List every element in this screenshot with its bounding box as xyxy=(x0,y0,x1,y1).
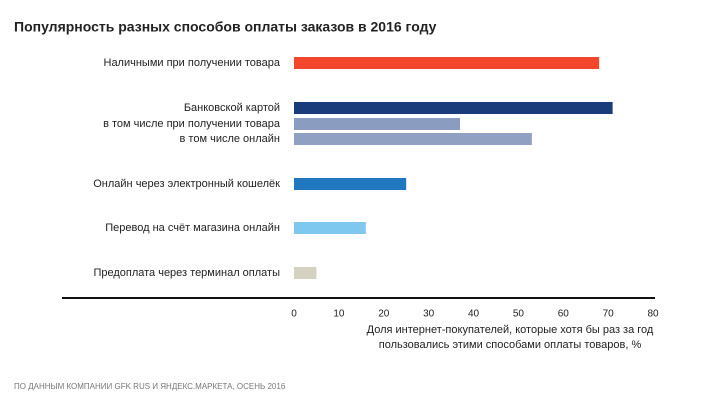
x-tick-label: 70 xyxy=(603,309,615,320)
category-label: Предоплата через терминал оплаты xyxy=(93,267,280,279)
x-axis-label: Доля интернет-покупателей, которые хотя … xyxy=(367,324,654,336)
category-label: Онлайн через электронный кошелёк xyxy=(93,178,280,190)
x-axis-label: пользовались этими способами оплаты това… xyxy=(379,339,642,351)
x-tick-label: 40 xyxy=(468,309,480,320)
category-label: в том числе при получении товара xyxy=(103,118,281,130)
chart-title: Популярность разных способов оплаты зака… xyxy=(14,19,437,35)
x-tick-label: 0 xyxy=(291,309,297,320)
category-label: Банковской картой xyxy=(184,102,280,114)
bar xyxy=(294,222,366,234)
x-tick-label: 80 xyxy=(647,309,659,320)
category-label: в том числе онлайн xyxy=(180,133,280,145)
bar xyxy=(294,133,532,145)
bar xyxy=(294,178,407,190)
source-note: ПО ДАННЫМ КОМПАНИИ GFK RUS И ЯНДЕКС.МАРК… xyxy=(14,382,286,391)
x-tick-label: 30 xyxy=(423,309,435,320)
bar xyxy=(294,102,613,114)
category-label: Наличными при получении товара xyxy=(104,57,281,69)
bar xyxy=(294,57,600,69)
bar xyxy=(294,267,317,279)
x-tick-label: 20 xyxy=(378,309,390,320)
x-tick-label: 60 xyxy=(558,309,570,320)
bar xyxy=(294,118,461,130)
x-tick-label: 50 xyxy=(513,309,525,320)
category-label: Перевод на счёт магазина онлайн xyxy=(105,222,280,234)
x-tick-label: 10 xyxy=(333,309,345,320)
